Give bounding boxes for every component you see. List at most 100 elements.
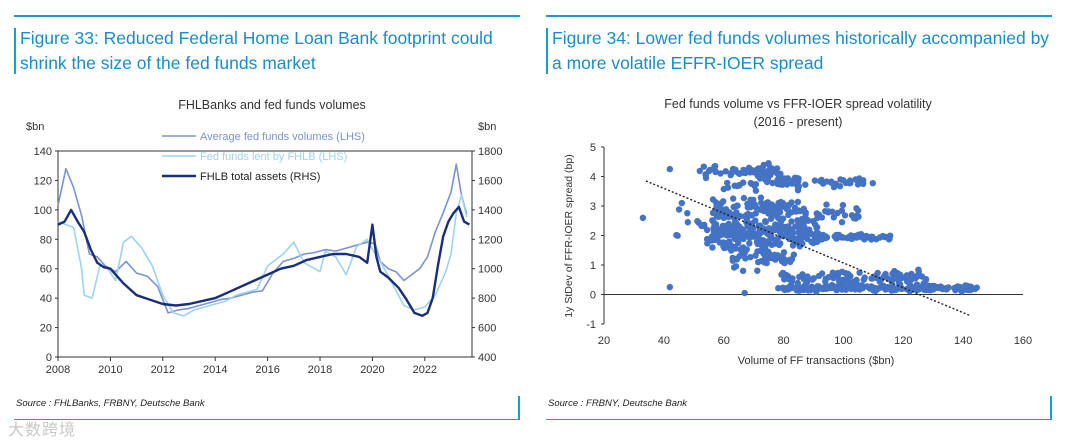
volume-spread-scatter: Fed funds volume vs FFR-IOER spread vola… bbox=[563, 97, 1032, 367]
scatter-point bbox=[915, 266, 922, 273]
y-tick-label: 4 bbox=[590, 172, 596, 184]
top-rule bbox=[14, 15, 520, 17]
scatter-point bbox=[820, 284, 828, 291]
scatter-point bbox=[761, 259, 768, 266]
scatter-point bbox=[771, 210, 778, 217]
scatter-point bbox=[873, 286, 881, 293]
x-tick-label: 2010 bbox=[98, 364, 122, 376]
scatter-point bbox=[727, 229, 735, 236]
scatter-point bbox=[903, 272, 911, 279]
scatter-point bbox=[788, 218, 795, 225]
scatter-point bbox=[813, 288, 820, 295]
scatter-point bbox=[858, 284, 866, 291]
chart-title: Fed funds volume vs FFR-IOER spread vola… bbox=[664, 97, 932, 111]
scatter-point bbox=[776, 181, 783, 188]
scatter-point bbox=[702, 174, 710, 182]
scatter-point bbox=[710, 225, 717, 232]
scatter-point bbox=[841, 212, 849, 219]
scatter-point bbox=[752, 217, 759, 224]
scatter-point bbox=[800, 223, 808, 230]
scatter-point bbox=[722, 168, 729, 175]
scatter-point bbox=[971, 285, 979, 293]
scatter-point bbox=[838, 219, 846, 226]
scatter-point bbox=[735, 223, 743, 230]
scatter-point bbox=[811, 233, 819, 240]
scatter-point bbox=[775, 285, 782, 292]
scatter-point bbox=[639, 214, 647, 221]
scatter-point bbox=[917, 283, 925, 290]
scatter-point bbox=[930, 286, 937, 293]
scatter-point bbox=[839, 201, 847, 209]
scatter-point bbox=[830, 274, 837, 281]
x-tick-label: 100 bbox=[834, 335, 852, 347]
x-tick-label: 20 bbox=[598, 335, 610, 347]
scatter-point bbox=[731, 245, 739, 252]
scatter-point bbox=[880, 282, 887, 289]
scatter-point bbox=[859, 178, 867, 186]
scatter-point bbox=[751, 201, 759, 208]
y-left-tick-label: 0 bbox=[46, 352, 52, 364]
y-right-tick-label: 1800 bbox=[478, 146, 502, 158]
scatter-point bbox=[777, 198, 785, 206]
series-fed-funds-lent bbox=[57, 194, 468, 317]
scatter-point bbox=[724, 184, 732, 191]
scatter-point bbox=[857, 231, 865, 238]
scatter-point bbox=[885, 236, 893, 243]
scatter-point bbox=[833, 287, 840, 294]
scatter-point bbox=[741, 230, 748, 237]
scatter-point bbox=[744, 204, 751, 211]
scatter-point bbox=[709, 244, 716, 251]
scatter-point bbox=[765, 167, 772, 174]
scatter-point bbox=[757, 194, 765, 201]
scatter-point bbox=[802, 209, 809, 216]
scatter-point bbox=[709, 232, 717, 239]
scatter-point bbox=[794, 198, 802, 206]
scatter-point bbox=[743, 215, 751, 223]
scatter-point bbox=[732, 213, 739, 220]
scatter-point bbox=[898, 274, 906, 281]
figure-34-heading-text: Figure 34: Lower fed funds volumes histo… bbox=[552, 28, 1050, 73]
scatter-point bbox=[818, 176, 825, 184]
x-tick-label: 120 bbox=[894, 335, 912, 347]
scatter-point bbox=[771, 255, 778, 263]
x-tick-label: 160 bbox=[1014, 335, 1032, 347]
scatter-point bbox=[823, 201, 830, 208]
scatter-point bbox=[912, 274, 919, 282]
scatter-point bbox=[751, 182, 758, 190]
legend-label: Fed funds lent by FHLB (LHS) bbox=[200, 151, 347, 163]
trend-line bbox=[645, 180, 970, 316]
x-tick-label: 40 bbox=[658, 335, 670, 347]
y-tick-label: 0 bbox=[590, 290, 596, 302]
bottom-rule bbox=[546, 419, 1052, 420]
scatter-point bbox=[790, 251, 797, 258]
scatter-point bbox=[712, 168, 719, 175]
scatter-point bbox=[804, 230, 812, 237]
scatter-point bbox=[792, 284, 800, 292]
y-left-tick-label: 80 bbox=[40, 234, 52, 246]
scatter-point bbox=[777, 218, 785, 225]
scatter-point bbox=[776, 241, 783, 249]
scatter-point bbox=[939, 285, 946, 292]
scatter-point bbox=[703, 235, 711, 243]
heading-bar bbox=[14, 28, 16, 74]
scatter-point bbox=[733, 256, 740, 263]
scatter-point bbox=[709, 196, 717, 203]
y-tick-label: 1 bbox=[590, 260, 596, 272]
x-tick-label: 2008 bbox=[46, 364, 70, 376]
chart-subtitle: (2016 - present) bbox=[754, 115, 843, 129]
scatter-point bbox=[787, 258, 794, 266]
scatter-point bbox=[666, 283, 674, 291]
y-right-tick-label: 1200 bbox=[478, 234, 502, 246]
scatter-point bbox=[792, 223, 799, 230]
scatter-point bbox=[754, 267, 761, 274]
scatter-point bbox=[792, 208, 800, 215]
scatter-point bbox=[735, 237, 742, 244]
scatter-point bbox=[678, 199, 686, 207]
scatter-point bbox=[777, 176, 784, 183]
scatter-point bbox=[830, 214, 837, 221]
x-tick-label: 2012 bbox=[151, 364, 175, 376]
scatter-point bbox=[754, 240, 761, 247]
scatter-point bbox=[815, 272, 823, 280]
scatter-point bbox=[739, 267, 747, 274]
scatter-point bbox=[769, 179, 776, 187]
